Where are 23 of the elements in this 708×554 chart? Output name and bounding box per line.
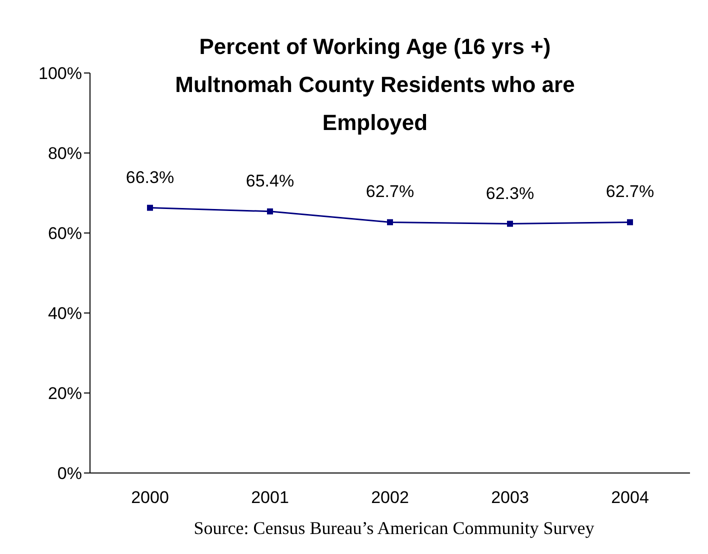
point [627, 219, 633, 226]
y-tick-label: 20% [48, 384, 82, 404]
data-label: 62.7% [366, 182, 414, 202]
data-label: 62.7% [606, 182, 654, 202]
point [387, 219, 393, 226]
x-tick-label: 2004 [611, 488, 649, 508]
y-tick-label: 80% [48, 144, 82, 164]
source-note: Source: Census Bureau’s American Community Survey [192, 518, 596, 539]
x-tick-label: 2002 [371, 488, 409, 508]
y-tick-label: 100% [38, 64, 82, 84]
x-tick-label: 2001 [251, 488, 289, 508]
data-label: 62.3% [486, 184, 534, 203]
point [147, 204, 153, 211]
data-label: 65.4% [246, 171, 294, 190]
x-tick-label: 2000 [131, 488, 169, 508]
data-label: 66.3% [126, 168, 174, 187]
y-tick-label: 40% [48, 304, 82, 324]
point [267, 208, 273, 214]
point [507, 220, 513, 227]
x-tick-label: 2003 [491, 488, 529, 508]
y-tick-label: 60% [48, 224, 82, 244]
chart-title: Percent of Working Age (16 yrs +) Multnomah County Residents who are Employed [174, 33, 576, 137]
y-tick-label: 0% [57, 464, 82, 484]
